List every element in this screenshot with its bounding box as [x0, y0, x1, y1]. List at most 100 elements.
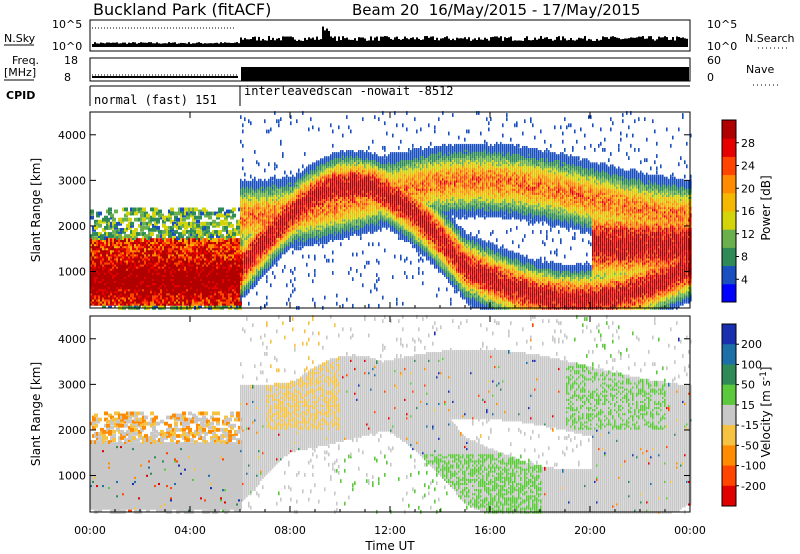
noise-bar [206, 43, 208, 47]
noise-bar [590, 39, 592, 47]
noise-bar [316, 37, 318, 47]
noise-bar [644, 39, 646, 47]
noise-bar [514, 40, 516, 47]
noise-bar [660, 37, 662, 47]
noise-bar [124, 43, 126, 47]
noise-bar [570, 38, 572, 47]
power-cell [128, 218, 132, 222]
noise-bar [410, 38, 412, 47]
noise-bar [584, 36, 586, 47]
noise-bar [508, 37, 510, 47]
noise-bar [160, 44, 162, 47]
noise-bar [424, 36, 426, 47]
noise-bar [362, 37, 364, 47]
noise-bar [406, 38, 408, 47]
power-cell [134, 228, 138, 232]
noise-bar [492, 37, 494, 47]
noise-bar [170, 43, 172, 47]
power-cell [90, 216, 94, 220]
power-cell [122, 218, 126, 222]
noise-bar [146, 43, 148, 47]
noise-left-tick-bottom: 10^0 [52, 40, 82, 53]
noise-bar [456, 38, 458, 47]
noise-bar [380, 37, 382, 47]
noise-bar [372, 40, 374, 47]
noise-bar [474, 38, 476, 47]
power-cell [114, 210, 118, 214]
power-cell [148, 228, 152, 232]
noise-bar [684, 38, 686, 47]
noise-bar [278, 38, 280, 47]
noise-bar [682, 37, 684, 47]
noise-bar [334, 36, 336, 47]
noise-bar [226, 43, 228, 47]
noise-bar [302, 41, 304, 47]
noise-bar [176, 44, 178, 47]
noise-bar [454, 40, 456, 47]
noise-bar [156, 42, 158, 47]
noise-bar [564, 38, 566, 47]
noise-right-tick-top: 10^5 [707, 18, 737, 31]
noise-bar [400, 40, 402, 47]
noise-left-label: N.Sky [4, 32, 36, 45]
noise-bar [596, 39, 598, 47]
noise-bar [624, 39, 626, 47]
freq-left-tick-top: 18 [64, 54, 78, 67]
freq-trace [92, 67, 689, 81]
power-cell [98, 212, 102, 216]
noise-bar [540, 36, 542, 47]
noise-bar [236, 42, 238, 47]
noise-bar [672, 37, 674, 47]
noise-bar [608, 39, 610, 47]
noise-bar [272, 38, 274, 47]
noise-bar [496, 36, 498, 47]
noise-bar [110, 43, 112, 47]
noise-bar [162, 43, 164, 47]
noise-bar [484, 38, 486, 47]
power-cell [150, 232, 154, 236]
noise-bar [640, 37, 642, 47]
noise-bar [266, 41, 268, 47]
noise-bar [500, 36, 502, 47]
noise-bar [102, 43, 104, 47]
noise-bar [280, 40, 282, 47]
noise-bar [166, 43, 168, 47]
power-heatmap [90, 111, 692, 310]
power-cell [98, 224, 102, 228]
noise-bar [530, 40, 532, 47]
noise-bar [274, 40, 276, 47]
noise-bar [116, 42, 118, 47]
noise-bar [180, 43, 182, 47]
noise-bar [610, 37, 612, 47]
noise-bar [520, 41, 522, 47]
noise-bar [604, 37, 606, 47]
noise-bar [144, 43, 146, 47]
noise-bar [154, 43, 156, 47]
noise-bar [582, 39, 584, 47]
noise-bar [232, 43, 234, 47]
noise-bar [670, 40, 672, 47]
noise-bar [94, 42, 96, 47]
freq-right-tick-top: 60 [707, 54, 721, 67]
noise-bar [224, 42, 226, 47]
noise-bar [342, 36, 344, 47]
noise-bar [92, 44, 94, 47]
noise-bar [440, 39, 442, 47]
noise-bar [190, 44, 192, 47]
noise-bar [128, 43, 130, 47]
noise-bar [662, 37, 664, 47]
noise-bar [622, 39, 624, 47]
noise-bar [120, 43, 122, 47]
noise-bar [96, 43, 98, 47]
noise-bar [204, 43, 206, 47]
noise-bar [592, 41, 594, 47]
noise-bar [174, 42, 176, 47]
power-cell [90, 210, 94, 214]
noise-bar [512, 41, 514, 47]
noise-bar [600, 40, 602, 47]
noise-bar [580, 38, 582, 47]
noise-bar [324, 30, 326, 47]
noise-bar [140, 42, 142, 47]
noise-bar [418, 39, 420, 47]
noise-bar [382, 37, 384, 47]
